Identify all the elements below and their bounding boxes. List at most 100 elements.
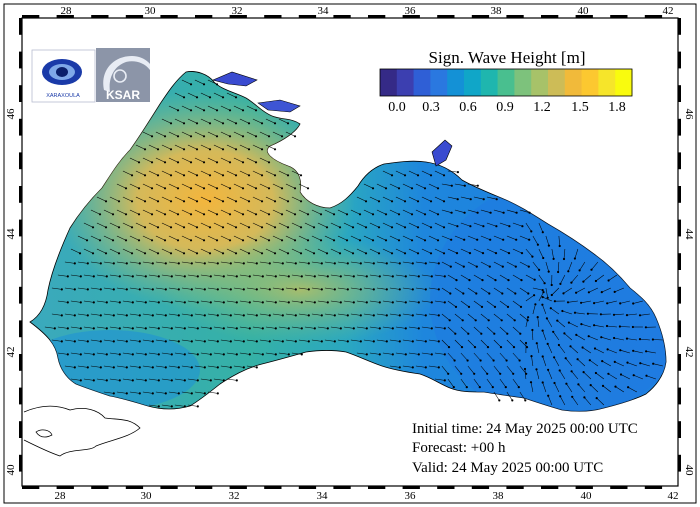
wave-arrow — [252, 118, 263, 124]
wave-arrow — [142, 209, 153, 215]
wave-arrow — [220, 261, 231, 264]
wave-arrow-head — [461, 319, 464, 322]
wave-arrow — [226, 378, 237, 381]
wave-arrow — [285, 261, 296, 264]
wave-arrow — [499, 352, 507, 361]
wave-arrow — [246, 261, 257, 264]
wave-arrow — [395, 274, 406, 277]
wave-arrow — [181, 235, 192, 241]
wave-arrow-head — [177, 366, 180, 369]
wave-arrow — [194, 157, 205, 163]
wave-arrow — [77, 235, 88, 241]
wave-arrow — [116, 235, 127, 241]
wave-arrow — [135, 222, 146, 228]
wave-arrow — [116, 313, 127, 316]
wave-arrow-head — [450, 184, 453, 187]
wave-arrow — [155, 183, 166, 189]
wave-arrow-head — [351, 252, 355, 255]
wave-arrow — [538, 248, 544, 259]
colorbar-swatch — [615, 69, 633, 96]
wave-arrow — [83, 326, 94, 329]
wave-arrow-head — [138, 366, 141, 369]
wave-arrow-head — [449, 265, 452, 268]
wave-arrow-head — [255, 288, 258, 291]
wave-arrow — [350, 287, 361, 290]
wave-arrow-head — [281, 262, 284, 265]
wave-arrow-head — [151, 392, 154, 395]
wave-arrow — [194, 261, 205, 264]
wave-arrow-head — [267, 161, 271, 164]
wave-arrow — [493, 261, 503, 267]
wave-arrow-head — [254, 187, 258, 190]
wave-arrow — [395, 300, 406, 303]
wave-arrow-head — [454, 305, 458, 308]
wave-arrow-head — [222, 353, 225, 356]
wave-arrow — [583, 371, 592, 380]
wave-arrow-head — [222, 327, 225, 330]
wave-arrow-head — [151, 366, 154, 369]
wave-arrow-head — [261, 327, 264, 330]
wave-arrow — [480, 313, 489, 321]
wave-arrow-head — [195, 96, 199, 99]
wave-arrow — [291, 274, 302, 277]
wave-arrow-head — [580, 301, 583, 304]
wave-arrow — [493, 209, 504, 213]
wave-arrow — [614, 287, 625, 293]
wave-arrow-head — [209, 353, 212, 356]
wave-arrow-head — [372, 288, 375, 291]
wave-arrow-head — [294, 340, 297, 343]
wave-arrow — [382, 222, 393, 228]
wave-arrow — [122, 222, 133, 228]
wave-arrow — [311, 313, 322, 316]
wave-arrow-head — [229, 340, 232, 343]
wave-arrow-head — [196, 353, 199, 356]
wave-arrow — [233, 339, 244, 342]
wave-arrow-head — [156, 174, 160, 177]
wave-arrow-head — [92, 353, 95, 356]
wave-arrow — [187, 404, 198, 407]
wave-arrow-head — [563, 332, 566, 335]
wave-arrow — [447, 170, 458, 173]
wave-arrow-head — [274, 301, 277, 304]
wave-arrow-head — [397, 239, 401, 242]
wave-arrow-head — [170, 353, 173, 356]
wave-arrow-head — [195, 252, 199, 255]
wave-arrow — [486, 222, 497, 227]
wave-arrow — [369, 274, 380, 277]
wave-arrow-head — [571, 395, 574, 398]
wave-arrow — [135, 144, 146, 150]
north-lagoon — [257, 99, 301, 113]
wave-arrow — [512, 326, 521, 334]
wave-arrow-head — [156, 200, 160, 203]
lon-label-bottom-28: 28 — [55, 490, 67, 502]
wave-arrow-head — [313, 327, 316, 330]
wave-arrow — [506, 365, 514, 374]
wave-arrow-head — [494, 252, 498, 255]
wave-arrow-head — [306, 239, 310, 242]
wave-arrow — [356, 196, 367, 202]
wave-arrow-head — [195, 148, 199, 151]
wave-arrow-head — [443, 353, 446, 356]
wave-arrow-head — [144, 275, 147, 278]
wave-arrow — [454, 235, 465, 240]
wave-arrow-head — [307, 340, 310, 343]
wave-arrow-head — [287, 327, 290, 330]
wave-arrow-head — [417, 275, 420, 278]
wave-arrow — [506, 391, 513, 401]
wave-arrow-head — [345, 213, 349, 216]
wave-arrow-head — [359, 340, 362, 343]
wave-arrow — [480, 365, 488, 374]
wave-arrow-head — [403, 252, 407, 255]
wave-arrow-head — [567, 321, 571, 324]
wave-arrow — [70, 300, 81, 303]
wave-arrow-head — [293, 187, 297, 190]
wave-arrow — [571, 396, 579, 406]
wave-arrow-head — [488, 265, 491, 268]
wave-arrow-head — [583, 396, 586, 399]
wave-arrow — [285, 313, 296, 316]
wave-arrow — [434, 378, 445, 381]
wave-arrow — [142, 313, 153, 316]
wave-arrow — [207, 365, 218, 368]
wave-arrow — [493, 235, 504, 240]
wave-arrow — [369, 248, 380, 254]
